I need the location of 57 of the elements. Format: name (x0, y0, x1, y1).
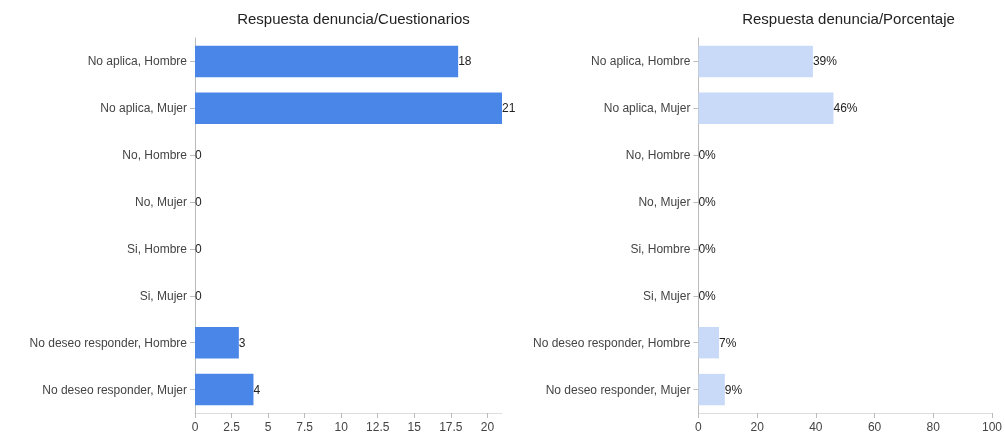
bar (195, 373, 254, 406)
x-tick-label: 7.5 (296, 420, 314, 433)
data-label: 0% (698, 148, 717, 163)
bar (698, 92, 834, 125)
bar (195, 326, 239, 359)
bar (698, 373, 725, 406)
x-tick-label: 0 (191, 420, 199, 433)
y-tick-label: Si, Hombre (126, 241, 188, 256)
x-tick-label: 15 (407, 420, 422, 433)
data-label: 0 (195, 195, 202, 210)
y-tick-label: No deseo responder, Hombre (29, 335, 188, 350)
data-label: 39% (812, 54, 838, 69)
x-tick-label: 2.5 (223, 420, 241, 433)
x-tick-label: 60 (867, 420, 882, 433)
y-tick-label: No deseo responder, Hombre (532, 335, 691, 350)
y-tick-label: No, Hombre (122, 148, 188, 163)
x-tick-label: 20 (480, 420, 495, 433)
data-label: 21 (502, 101, 516, 116)
y-tick-label: Si, Mujer (139, 288, 187, 303)
chart-title: Respuesta denuncia/Cuestionarios (237, 10, 470, 27)
x-tick-label: 40 (809, 420, 823, 433)
bar (195, 45, 459, 78)
y-tick-label: No aplica, Hombre (591, 54, 691, 69)
x-tick-label: 12.5 (366, 420, 390, 433)
x-tick-label: 10 (334, 420, 349, 433)
data-label: 0 (195, 288, 202, 303)
x-tick-label: 17.5 (439, 420, 463, 433)
data-label: 0% (698, 288, 717, 303)
y-tick-label: No deseo responder, Mujer (42, 382, 187, 397)
y-tick-label: No, Mujer (638, 195, 691, 210)
data-label: 9% (724, 382, 743, 397)
y-tick-label: No deseo responder, Mujer (545, 382, 691, 397)
x-tick-label: 0 (695, 420, 703, 433)
bar (698, 326, 719, 359)
y-tick-label: No, Mujer (134, 195, 187, 210)
y-tick-label: Si, Mujer (643, 288, 691, 303)
y-tick-label: No aplica, Hombre (87, 54, 188, 69)
bar (698, 45, 813, 78)
x-tick-label: 80 (926, 420, 941, 433)
y-tick-label: No aplica, Mujer (603, 101, 691, 116)
data-label: 0 (195, 148, 202, 163)
data-label: 0% (698, 241, 717, 256)
data-label: 3 (238, 335, 246, 350)
x-tick-label: 100 (981, 420, 1003, 433)
data-label: 0 (195, 241, 202, 256)
chart-title: Respuesta denuncia/Porcentaje (742, 10, 955, 27)
data-label: 46% (833, 101, 858, 116)
x-tick-label: 20 (750, 420, 765, 433)
x-tick-label: 5 (264, 420, 272, 433)
bar (195, 92, 502, 125)
data-label: 7% (718, 335, 737, 350)
y-tick-label: No aplica, Mujer (100, 101, 187, 116)
y-tick-label: Si, Hombre (630, 241, 691, 256)
data-label: 0% (698, 195, 717, 210)
data-label: 18 (458, 54, 472, 69)
y-tick-label: No, Hombre (625, 148, 691, 163)
data-label: 4 (253, 382, 261, 397)
